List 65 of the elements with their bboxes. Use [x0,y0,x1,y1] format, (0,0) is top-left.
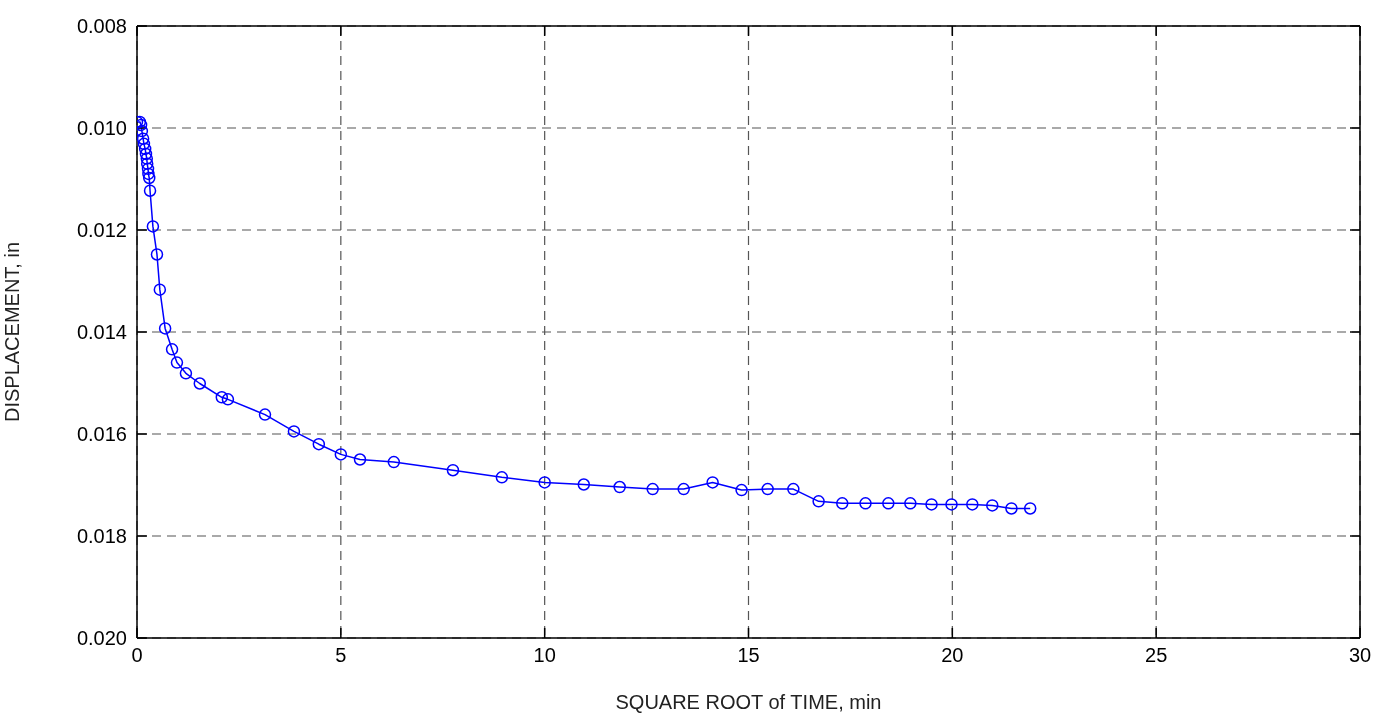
point [179,367,193,380]
y-tick-label: 0.016 [76,423,127,446]
point [141,162,155,176]
point [646,482,659,496]
point [859,497,872,510]
point [1023,502,1037,515]
point [387,455,401,469]
point [538,476,551,489]
point [287,425,301,438]
point [221,393,235,406]
point [140,157,154,170]
point [986,499,999,512]
point [577,478,591,491]
point [1005,502,1018,515]
point [137,137,151,151]
x-tick-label: 5 [335,644,347,667]
point [761,482,774,496]
point [158,322,172,335]
point [613,480,626,494]
point [140,152,154,165]
x-tick-label: 30 [1348,644,1372,667]
point [258,408,272,421]
point [836,497,849,510]
point [170,356,184,369]
point [925,498,938,511]
point [146,220,160,233]
point [353,453,367,466]
point [706,476,719,489]
y-tick-label: 0.018 [76,525,127,548]
point [142,171,156,185]
point [787,482,800,496]
point [677,482,690,496]
point [165,343,179,356]
point [142,167,155,181]
y-axis-title: DISPLACEMENT, in [1,241,24,423]
point [153,283,167,296]
point [137,124,149,138]
point [735,483,748,497]
point [139,147,153,161]
point [882,497,895,510]
x-tick-label: 20 [941,644,964,667]
x-axis-title: SQUARE ROOT of TIME, min [615,691,882,713]
point [904,497,917,510]
point [215,391,229,404]
point [945,498,958,511]
point [193,377,207,390]
point [137,132,150,145]
point [150,248,164,261]
point [966,498,979,511]
y-tick-label: 0.008 [76,15,127,38]
point [812,495,825,508]
point [138,142,152,156]
x-tick-label: 10 [533,644,556,667]
x-tick-label: 15 [737,644,760,667]
point [495,471,509,484]
y-tick-label: 0.020 [76,627,127,650]
y-tick-label: 0.012 [76,219,127,242]
x-tick-label: 0 [131,644,143,667]
point [312,437,326,451]
x-tick-label: 25 [1145,644,1168,667]
y-tick-label: 0.010 [76,117,127,140]
point [334,448,348,461]
y-tick-label: 0.014 [76,321,127,344]
point [143,184,157,197]
point [446,463,460,477]
